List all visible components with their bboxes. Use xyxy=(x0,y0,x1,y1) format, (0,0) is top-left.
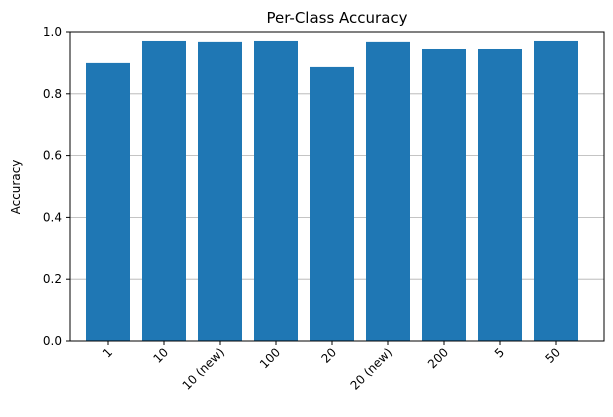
x-tick-label: 20 xyxy=(318,345,339,366)
x-tick-label: 1 xyxy=(100,345,115,360)
y-tick-label: 1.0 xyxy=(43,25,62,39)
bar xyxy=(198,41,242,341)
x-tick-label: 10 xyxy=(150,345,171,366)
x-tick-label: 50 xyxy=(542,345,563,366)
bars xyxy=(86,40,578,342)
x-tick-label: 5 xyxy=(492,345,507,360)
bar xyxy=(310,66,354,342)
x-tick-label: 10 (new) xyxy=(180,345,228,393)
y-axis-label: Accuracy xyxy=(9,160,23,215)
y-tick-label: 0.4 xyxy=(43,210,62,224)
chart-title: Per-Class Accuracy xyxy=(266,9,407,27)
bar xyxy=(142,40,186,341)
bar xyxy=(534,40,578,341)
y-tick-label: 0.6 xyxy=(43,149,62,163)
bar xyxy=(366,41,410,341)
bar xyxy=(422,48,466,342)
y-tick-label: 0.8 xyxy=(43,87,62,101)
x-tick-label: 20 (new) xyxy=(348,345,396,393)
plot-frame xyxy=(69,31,605,342)
x-tick-label: 100 xyxy=(257,345,283,371)
y-tick-label: 0.0 xyxy=(43,334,62,348)
bar xyxy=(254,40,298,341)
x-tick-label: 200 xyxy=(425,345,451,371)
y-tick-label: 0.2 xyxy=(43,272,62,286)
bar xyxy=(478,48,522,342)
bar xyxy=(86,62,130,342)
